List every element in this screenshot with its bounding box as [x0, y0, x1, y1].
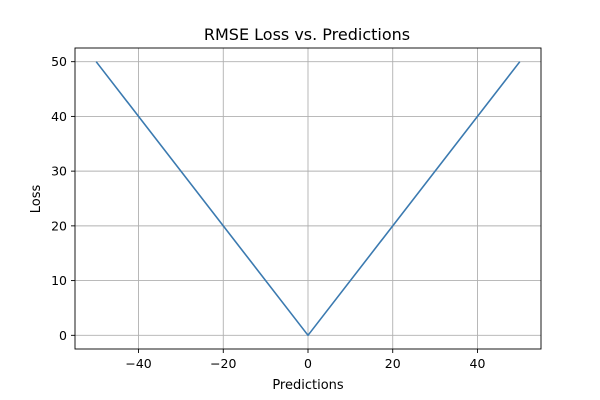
y-tick-label: 0	[59, 328, 67, 343]
x-tick-label: 0	[304, 356, 312, 371]
y-tick-label: 50	[51, 54, 67, 69]
y-axis: 0 10 20 30 40 50	[51, 54, 75, 343]
x-tick-label: 20	[385, 356, 401, 371]
y-tick-label: 10	[51, 273, 67, 288]
y-tick-label: 30	[51, 164, 67, 179]
chart-title: RMSE Loss vs. Predictions	[204, 25, 410, 44]
y-tick-label: 40	[51, 109, 67, 124]
x-tick-label: −40	[125, 356, 151, 371]
y-axis-label: Loss	[29, 185, 44, 214]
x-tick-label: 40	[470, 356, 486, 371]
x-axis: −40 −20 0 20 40	[125, 349, 485, 371]
y-tick-label: 20	[51, 218, 67, 233]
grid	[75, 48, 541, 349]
x-tick-label: −20	[210, 356, 236, 371]
series-line	[95, 61, 521, 337]
series-layer	[95, 61, 521, 337]
x-axis-label: Predictions	[272, 378, 344, 393]
